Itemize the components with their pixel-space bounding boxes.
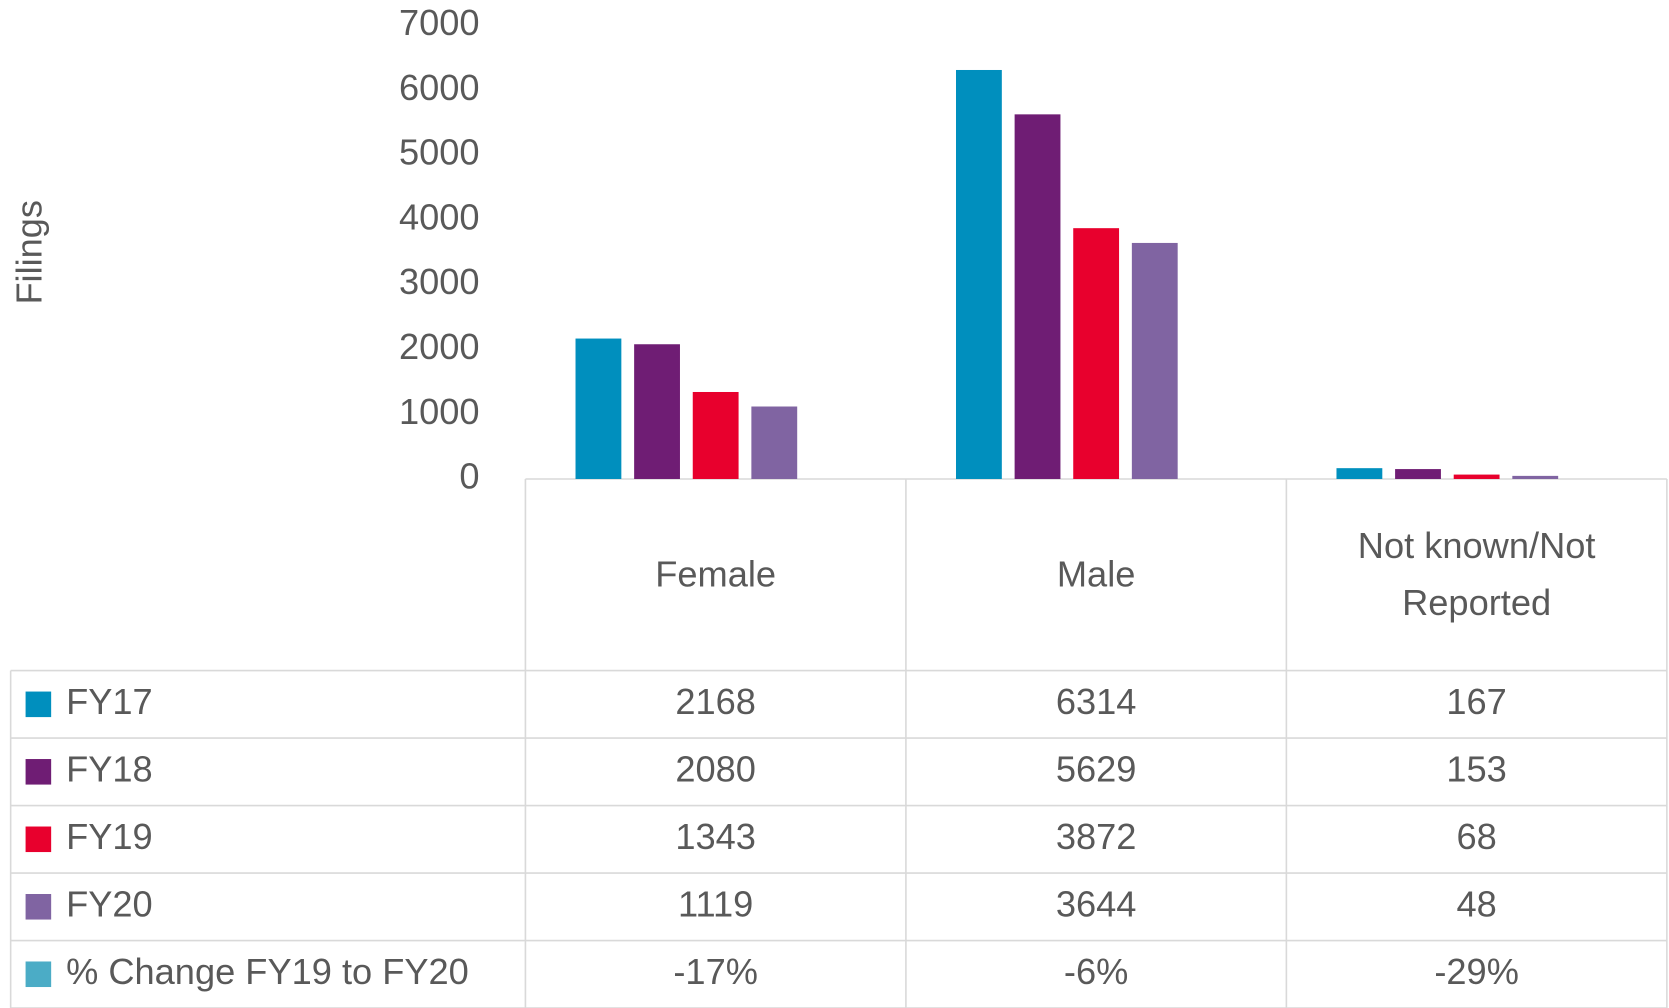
table-value: 5629 bbox=[1056, 748, 1137, 789]
table-value: 68 bbox=[1456, 816, 1496, 857]
table-value: -29% bbox=[1434, 951, 1519, 992]
bar bbox=[955, 69, 1002, 479]
legend-key bbox=[25, 759, 52, 785]
legend-label: FY17 bbox=[66, 681, 153, 722]
y-tick-label: 3000 bbox=[399, 261, 480, 302]
legend-label: FY19 bbox=[66, 816, 153, 857]
table-value: 1343 bbox=[675, 816, 756, 857]
category-cell: Not known/Not Reported bbox=[1286, 479, 1666, 671]
y-tick-label: 6000 bbox=[399, 67, 480, 108]
table-value: 3644 bbox=[1056, 883, 1137, 924]
table-value: 167 bbox=[1446, 681, 1506, 722]
table-value: 1119 bbox=[678, 883, 753, 924]
table-value: 3872 bbox=[1056, 816, 1137, 857]
bar bbox=[1014, 114, 1061, 479]
category-cell: Female bbox=[525, 479, 905, 671]
bar bbox=[1395, 469, 1441, 479]
bar bbox=[1131, 242, 1178, 479]
table-value: 2080 bbox=[675, 748, 756, 789]
bar bbox=[634, 344, 680, 479]
table-value: 6314 bbox=[1056, 681, 1137, 722]
table-value: 2168 bbox=[675, 681, 756, 722]
y-tick-label: 2000 bbox=[399, 326, 480, 367]
category-header: Female bbox=[525, 479, 905, 671]
legend-label: % Change FY19 to FY20 bbox=[66, 951, 469, 992]
bar bbox=[1512, 475, 1559, 479]
bar bbox=[575, 338, 622, 479]
y-tick-label: 5000 bbox=[399, 132, 480, 173]
bar bbox=[1453, 474, 1500, 479]
category-cell: Male bbox=[906, 479, 1286, 671]
legend-label: FY20 bbox=[66, 883, 153, 924]
bar bbox=[751, 406, 798, 479]
y-tick-label: 4000 bbox=[399, 196, 480, 237]
category-label: Male bbox=[1056, 554, 1136, 596]
bar bbox=[1073, 228, 1120, 479]
y-tick-label: 7000 bbox=[399, 2, 480, 43]
table-value: -6% bbox=[1064, 951, 1128, 992]
y-tick-label: 0 bbox=[459, 456, 479, 497]
category-label: Female bbox=[655, 554, 777, 596]
category-header: Male bbox=[906, 479, 1286, 671]
category-label: Not known/Not Reported bbox=[1357, 525, 1596, 624]
y-tick-label: 1000 bbox=[399, 391, 480, 432]
legend-key bbox=[25, 894, 52, 920]
category-header: Not known/Not Reported bbox=[1286, 479, 1666, 671]
legend-label: FY18 bbox=[66, 748, 153, 789]
legend-key bbox=[25, 691, 52, 718]
table-value: 48 bbox=[1456, 883, 1496, 924]
bar bbox=[1336, 468, 1383, 479]
legend-key bbox=[25, 961, 52, 988]
y-axis-label: Filings bbox=[9, 200, 50, 305]
bar bbox=[692, 391, 739, 479]
table-value: -17% bbox=[673, 951, 758, 992]
table-value: 153 bbox=[1446, 748, 1506, 789]
legend-key bbox=[25, 826, 52, 853]
